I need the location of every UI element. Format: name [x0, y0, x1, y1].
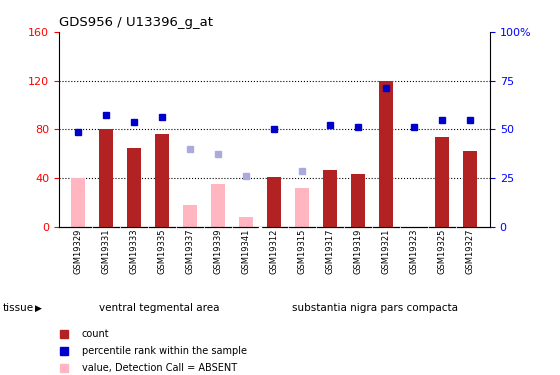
Text: GSM19315: GSM19315: [298, 229, 307, 274]
Bar: [352, 174, 365, 227]
Bar: [323, 170, 337, 227]
Text: GSM19331: GSM19331: [102, 229, 111, 274]
Text: value, Detection Call = ABSENT: value, Detection Call = ABSENT: [82, 363, 237, 373]
Bar: [100, 129, 113, 227]
Text: ventral tegmental area: ventral tegmental area: [99, 303, 220, 313]
Text: GSM19312: GSM19312: [270, 229, 279, 274]
Bar: [463, 151, 477, 227]
Bar: [211, 184, 225, 227]
Text: substantia nigra pars compacta: substantia nigra pars compacta: [292, 303, 458, 313]
Text: GSM19335: GSM19335: [158, 229, 167, 274]
Bar: [127, 148, 141, 227]
Text: GDS956 / U13396_g_at: GDS956 / U13396_g_at: [59, 16, 213, 29]
Text: tissue: tissue: [3, 303, 34, 313]
Text: count: count: [82, 329, 110, 339]
Bar: [380, 81, 393, 227]
Text: GSM19317: GSM19317: [326, 229, 335, 274]
Text: GSM19339: GSM19339: [214, 229, 223, 274]
Text: GSM19327: GSM19327: [466, 229, 475, 274]
Bar: [155, 134, 169, 227]
Text: percentile rank within the sample: percentile rank within the sample: [82, 346, 247, 356]
Text: GSM19333: GSM19333: [130, 229, 139, 274]
Text: ▶: ▶: [35, 304, 41, 313]
Bar: [239, 217, 253, 227]
Bar: [267, 177, 281, 227]
Bar: [71, 178, 85, 227]
Text: GSM19329: GSM19329: [74, 229, 83, 274]
Bar: [296, 188, 309, 227]
Text: GSM19321: GSM19321: [382, 229, 391, 274]
Text: GSM19323: GSM19323: [410, 229, 419, 274]
Text: GSM19341: GSM19341: [242, 229, 251, 274]
Text: GSM19325: GSM19325: [438, 229, 447, 274]
Text: GSM19337: GSM19337: [186, 229, 195, 274]
Bar: [436, 137, 449, 227]
Text: GSM19319: GSM19319: [354, 229, 363, 274]
Bar: [183, 205, 197, 227]
